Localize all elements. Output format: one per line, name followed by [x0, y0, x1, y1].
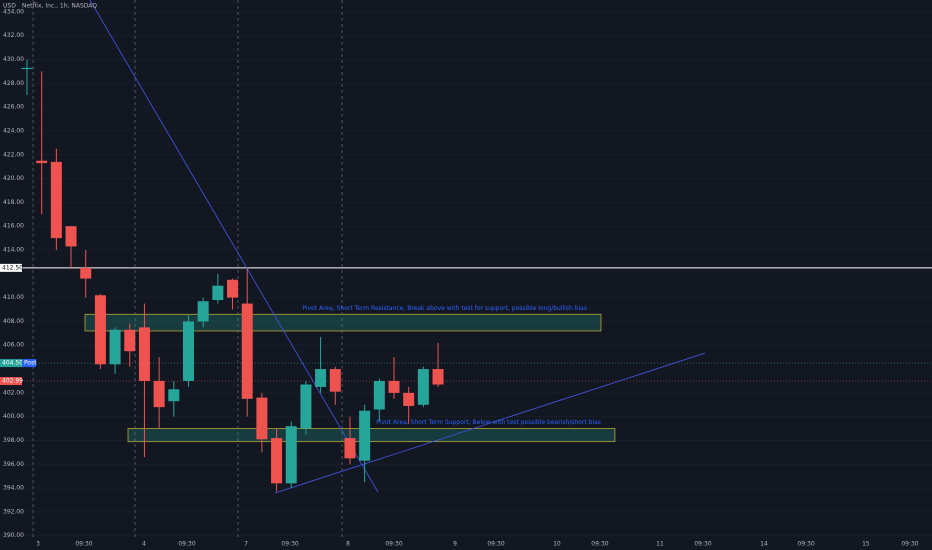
- pivot-zone: [127, 428, 616, 443]
- y-tick-label: 408.00: [3, 318, 24, 325]
- candle-body: [241, 303, 253, 399]
- y-tick-label: 428.00: [3, 80, 24, 87]
- candle-body: [50, 161, 62, 239]
- x-tick-label: 09:30: [178, 541, 195, 548]
- x-tick-label: 09:30: [281, 541, 298, 548]
- y-tick-label: 434.00: [3, 8, 24, 15]
- y-tick-label: 402.00: [3, 389, 24, 396]
- candle-body: [109, 329, 121, 365]
- candle-body: [197, 301, 209, 322]
- candle-body: [432, 369, 444, 385]
- y-tick-label: 432.00: [3, 32, 24, 39]
- trend-line: [89, 0, 379, 493]
- y-tick-label: 410.00: [3, 294, 24, 301]
- candle-body: [138, 327, 150, 381]
- candle-body: [94, 295, 106, 365]
- price-label: 404.50: [2, 360, 23, 367]
- x-tick-label: 8: [346, 541, 350, 548]
- price-tag: [0, 377, 22, 386]
- x-tick-label: 09:30: [75, 541, 92, 548]
- y-tick-label: 414.00: [3, 247, 24, 254]
- currency: USD: [3, 3, 16, 10]
- y-tick-label: 430.00: [3, 56, 24, 63]
- trend-line: [274, 352, 706, 494]
- y-tick-label: 398.00: [3, 437, 24, 444]
- candle-body: [124, 329, 136, 352]
- pivot-zone: [84, 313, 602, 332]
- x-tick-label: 9: [453, 541, 457, 548]
- candle-body: [182, 321, 194, 381]
- candle-body: [21, 67, 33, 70]
- x-tick-label: 09:30: [591, 541, 608, 548]
- y-tick-label: 426.00: [3, 104, 24, 111]
- x-tick-label: 7: [244, 541, 248, 548]
- x-tick-label: 09:30: [385, 541, 402, 548]
- price-tag-label: Post: [24, 360, 37, 367]
- price-label: 412.50: [2, 264, 23, 271]
- x-tick-label: 3: [36, 541, 40, 548]
- price-label: 402.99: [2, 378, 23, 385]
- x-tick-label: 09:30: [487, 541, 504, 548]
- y-tick-label: 416.00: [3, 223, 24, 230]
- y-tick-label: 390.00: [3, 532, 24, 539]
- candle-body: [271, 438, 283, 484]
- candle-body: [403, 392, 415, 406]
- y-tick-label: 422.00: [3, 151, 24, 158]
- candle-body: [373, 380, 385, 410]
- candle-body: [36, 160, 48, 164]
- x-tick-label: 10: [553, 541, 561, 548]
- candle-body: [153, 380, 165, 408]
- y-tick-label: 406.00: [3, 342, 24, 349]
- x-tick-label: 09:30: [901, 541, 918, 548]
- y-tick-label: 396.00: [3, 461, 24, 468]
- y-tick-label: 392.00: [3, 508, 24, 515]
- x-tick-label: 4: [142, 541, 146, 548]
- candle-body: [315, 369, 327, 387]
- price-tag: [0, 263, 22, 272]
- candle-body: [300, 384, 312, 429]
- y-tick-label: 418.00: [3, 199, 24, 206]
- zone-annotation: Pivot Area, Short Term Support, Below wi…: [376, 419, 601, 426]
- price-tag: [0, 359, 22, 368]
- chart-title: Netflix, Inc., 1h, NASDAQ: [22, 3, 97, 10]
- candle-body: [417, 369, 429, 405]
- candle-body: [388, 380, 400, 393]
- x-tick-label: 09:30: [797, 541, 814, 548]
- x-tick-label: 09:30: [694, 541, 711, 548]
- candle-body: [80, 267, 92, 279]
- candle-body: [212, 285, 224, 300]
- candle-body: [285, 426, 297, 484]
- y-tick-label: 420.00: [3, 175, 24, 182]
- x-tick-label: 15: [862, 541, 870, 548]
- candle-body: [344, 438, 356, 459]
- y-tick-label: 394.00: [3, 485, 24, 492]
- y-tick-label: 424.00: [3, 127, 24, 134]
- zone-annotation: Pivot Area, Short Term Resistance, Break…: [302, 305, 587, 312]
- candle-body: [329, 369, 341, 392]
- x-tick-label: 14: [760, 541, 768, 548]
- y-tick-label: 400.00: [3, 413, 24, 420]
- candle-body: [227, 279, 239, 298]
- candle-body: [359, 410, 371, 461]
- price-tag-extra: [22, 359, 36, 368]
- candle-body: [65, 226, 77, 247]
- x-tick-label: 11: [656, 541, 664, 548]
- candle-body: [256, 397, 268, 440]
- candle-body: [168, 389, 180, 402]
